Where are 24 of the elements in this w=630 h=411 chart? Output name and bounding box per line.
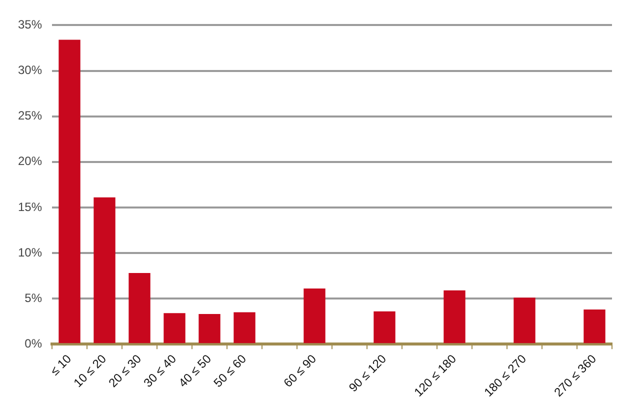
x-tick-label: 60 ≤ 90 <box>280 352 320 390</box>
bar <box>94 197 116 344</box>
y-tick-label: 35% <box>18 18 42 32</box>
bar <box>584 310 606 344</box>
bar <box>128 273 150 344</box>
bar <box>374 311 396 344</box>
x-tick-label: 90 ≤ 120 <box>346 352 390 395</box>
bar <box>198 314 220 344</box>
x-tick-label: 270 ≤ 360 <box>551 352 600 400</box>
bar <box>58 40 80 344</box>
bar <box>234 312 256 344</box>
y-tick-label: 20% <box>18 154 42 168</box>
y-tick-label: 10% <box>18 245 42 260</box>
y-tick-label: 15% <box>18 200 42 214</box>
bar <box>304 288 326 344</box>
y-tick-label: 0% <box>24 336 42 350</box>
x-tick-label: 120 ≤ 180 <box>411 352 460 400</box>
y-tick-label: 5% <box>24 290 42 305</box>
x-tick-label: 180 ≤ 270 <box>481 352 530 400</box>
bar <box>514 298 536 344</box>
y-tick-label: 25% <box>18 108 42 123</box>
bar <box>444 290 466 344</box>
bar <box>164 313 186 344</box>
y-tick-label: 30% <box>18 63 42 78</box>
